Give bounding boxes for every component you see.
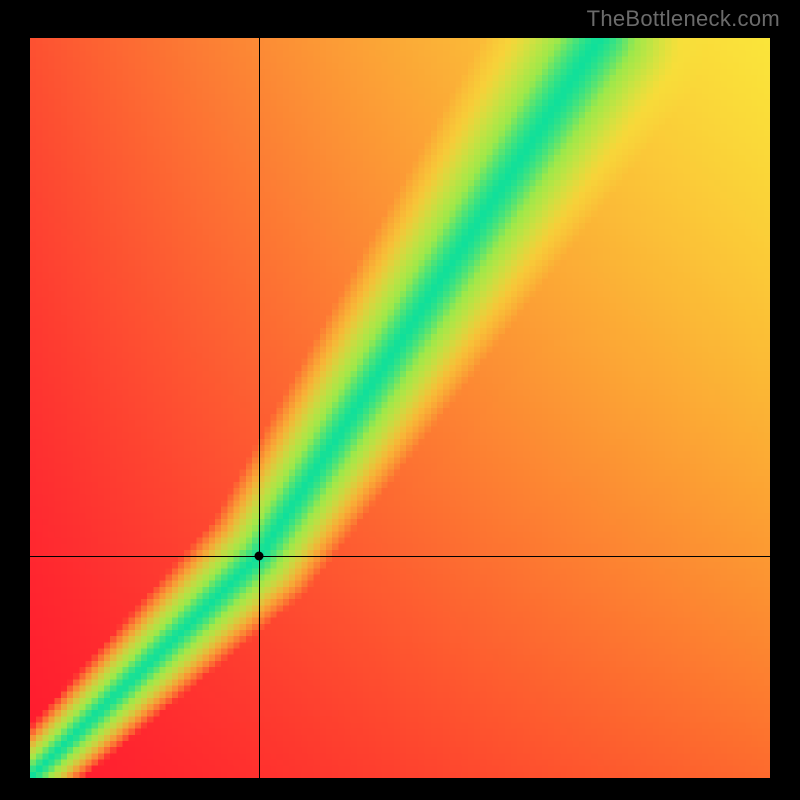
figure-root: TheBottleneck.com <box>0 0 800 800</box>
heatmap-canvas <box>30 38 770 778</box>
heatmap-plot <box>30 38 770 778</box>
watermark-text: TheBottleneck.com <box>587 6 780 32</box>
